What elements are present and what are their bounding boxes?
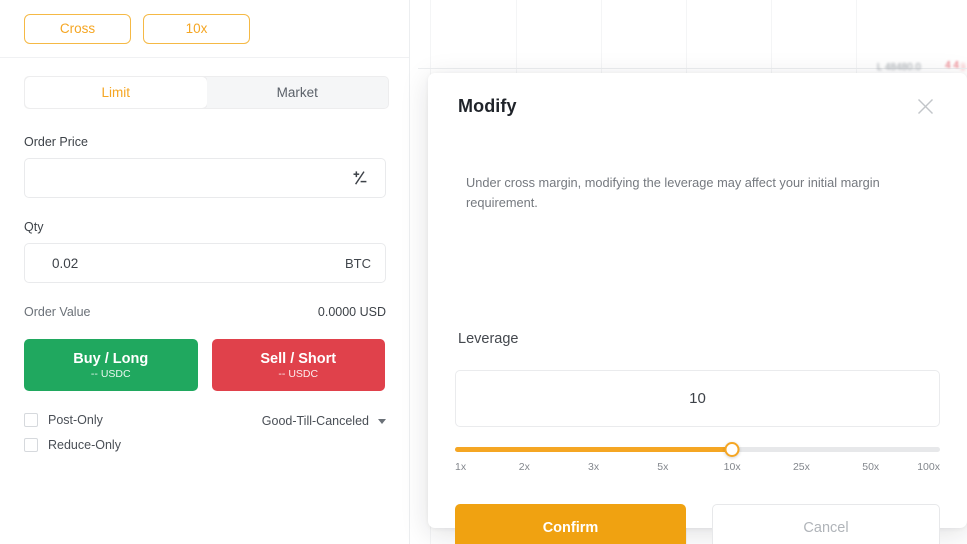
orderbook-ask-row: 3 [960, 62, 965, 72]
reduce-only-label: Reduce-Only [48, 438, 121, 452]
slider-tick-25x[interactable]: 25x [792, 461, 810, 473]
slider-tick-100x[interactable]: 100x [917, 461, 940, 473]
confirm-button[interactable]: Confirm [455, 504, 686, 544]
slider-tick-10x[interactable]: 10x [723, 461, 741, 473]
modal-title: Modify [458, 95, 517, 116]
time-in-force-value: Good-Till-Canceled [261, 414, 369, 428]
margin-leverage-bar: Cross 10x [0, 0, 409, 58]
tab-market[interactable]: Market [206, 77, 388, 108]
buy-long-label: Buy / Long [73, 350, 149, 367]
slider-tick-1x[interactable]: 1x [455, 461, 467, 473]
tab-limit[interactable]: Limit [25, 77, 207, 108]
checkbox-icon[interactable] [24, 413, 38, 427]
plus-minus-icon[interactable] [349, 167, 371, 189]
background-divider [418, 68, 967, 69]
slider-tick-50x[interactable]: 50x [862, 461, 880, 473]
slider-tick-3x[interactable]: 3x [588, 461, 600, 473]
sell-short-sublabel: -- USDC [278, 367, 319, 380]
order-entry-panel: Cross 10x Limit Market Order Price [0, 0, 410, 544]
trade-buttons: Buy / Long -- USDC Sell / Short -- USDC [24, 339, 385, 391]
leverage-input[interactable]: 10 [455, 370, 940, 427]
qty-value[interactable]: 0.02 [52, 255, 79, 271]
qty-label: Qty [24, 220, 44, 234]
margin-mode-button[interactable]: Cross [24, 13, 131, 44]
order-value-label: Order Value [24, 305, 91, 319]
slider-fill [455, 447, 732, 452]
order-price-field[interactable] [24, 158, 386, 198]
slider-tick-5x[interactable]: 5x [657, 461, 669, 473]
order-options-row: Post-Only Reduce-Only Good-Till-Canceled [24, 413, 386, 452]
background-price-value: 4 4 [945, 60, 959, 71]
leverage-label: Leverage [458, 331, 519, 347]
order-value-amount: 0.0000 USD [317, 305, 386, 319]
slider-tick-2x[interactable]: 2x [518, 461, 530, 473]
qty-unit: BTC [345, 255, 371, 271]
buy-long-button[interactable]: Buy / Long -- USDC [24, 339, 198, 391]
slider-handle[interactable] [724, 442, 740, 457]
time-in-force-dropdown[interactable]: Good-Till-Canceled [262, 414, 386, 428]
order-form: Limit Market Order Price Qty 0.02 [0, 58, 409, 452]
modal-note: Under cross margin, modifying the levera… [466, 175, 880, 210]
sell-short-button[interactable]: Sell / Short -- USDC [211, 339, 385, 391]
background-price-label: L 48480.0 [876, 62, 921, 73]
reduce-only-checkbox[interactable]: Reduce-Only [24, 438, 121, 452]
modify-leverage-modal: Modify Under cross margin, modifying the… [428, 73, 967, 544]
leverage-slider[interactable]: 1x 2x 3x 5x 10x 25x 50x 100x [455, 441, 940, 481]
leverage-value[interactable]: 10 [689, 390, 706, 407]
post-only-checkbox[interactable]: Post-Only [24, 413, 121, 427]
qty-field[interactable]: 0.02 BTC [24, 243, 386, 283]
buy-long-sublabel: -- USDC [90, 367, 131, 380]
chevron-down-icon[interactable] [378, 418, 386, 424]
order-price-label: Order Price [24, 135, 88, 149]
checkbox-icon[interactable] [24, 438, 38, 452]
order-option-checkboxes: Post-Only Reduce-Only [24, 413, 121, 452]
sell-short-label: Sell / Short [260, 350, 337, 367]
cancel-button[interactable]: Cancel [712, 504, 940, 544]
modal-header: Modify [428, 73, 967, 139]
leverage-button[interactable]: 10x [143, 13, 250, 44]
slider-tick-labels: 1x 2x 3x 5x 10x 25x 50x 100x [455, 461, 940, 477]
order-type-tabs: Limit Market [24, 76, 389, 109]
modal-footer: Confirm Cancel [455, 504, 940, 544]
order-value-row: Order Value 0.0000 USD [24, 305, 386, 319]
post-only-label: Post-Only [48, 413, 103, 427]
close-icon[interactable] [913, 94, 937, 118]
